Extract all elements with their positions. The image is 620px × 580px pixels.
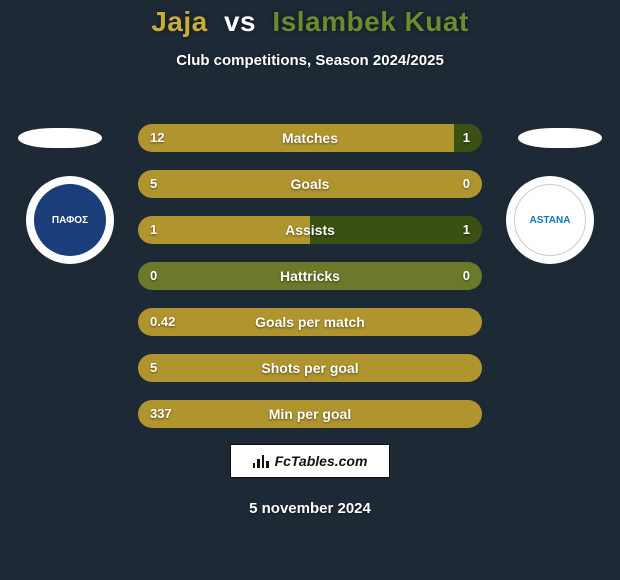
stat-value-right: 0 bbox=[463, 170, 470, 198]
stat-row: Min per goal337 bbox=[138, 400, 482, 428]
stat-row: Goals per match0.42 bbox=[138, 308, 482, 336]
player1-name-pill bbox=[18, 128, 102, 148]
stats-block: Matches121Goals50Assists11Hattricks00Goa… bbox=[138, 124, 482, 446]
stat-row: Hattricks0 0 bbox=[138, 262, 482, 290]
stat-value-right: 1 bbox=[463, 124, 470, 152]
title-player1: Jaja bbox=[151, 6, 208, 37]
stat-label: Hattricks bbox=[138, 262, 482, 290]
page-title: Jaja vs Islambek Kuat bbox=[0, 0, 620, 38]
site-watermark: FcTables.com bbox=[230, 444, 390, 478]
bars-icon bbox=[253, 454, 269, 468]
date-label: 5 november 2024 bbox=[0, 500, 620, 517]
subtitle: Club competitions, Season 2024/2025 bbox=[0, 52, 620, 69]
site-label: FcTables.com bbox=[275, 453, 368, 469]
stat-label: Goals per match bbox=[138, 308, 482, 336]
stat-label: Min per goal bbox=[138, 400, 482, 428]
stat-row: Goals5 0 bbox=[138, 170, 482, 198]
stat-label: Shots per goal bbox=[138, 354, 482, 382]
club-badge-right: ASTANA bbox=[514, 184, 586, 256]
player1-club-badge: ΠΑΦΟΣ bbox=[26, 176, 114, 264]
stat-value-left: 0.42 bbox=[150, 308, 175, 336]
stat-value-left: 5 bbox=[150, 170, 157, 198]
stat-row: Matches12 1 bbox=[138, 124, 482, 152]
stat-value-right: 0 bbox=[463, 262, 470, 290]
stat-value-left: 1 bbox=[150, 216, 157, 244]
stat-label: Goals bbox=[138, 170, 482, 198]
stat-value-left: 5 bbox=[150, 354, 157, 382]
stat-value-left: 12 bbox=[150, 124, 164, 152]
stat-row: Assists1 1 bbox=[138, 216, 482, 244]
stat-row: Shots per goal5 bbox=[138, 354, 482, 382]
comparison-card: Jaja vs Islambek Kuat Club competitions,… bbox=[0, 0, 620, 580]
player2-name-pill bbox=[518, 128, 602, 148]
title-player2: Islambek Kuat bbox=[272, 6, 468, 37]
stat-value-left: 337 bbox=[150, 400, 172, 428]
title-vs: vs bbox=[224, 6, 256, 37]
club-badge-left: ΠΑΦΟΣ bbox=[34, 184, 106, 256]
stat-label: Assists bbox=[138, 216, 482, 244]
stat-value-right: 1 bbox=[463, 216, 470, 244]
player2-club-badge: ASTANA bbox=[506, 176, 594, 264]
stat-label: Matches bbox=[138, 124, 482, 152]
stat-value-left: 0 bbox=[150, 262, 157, 290]
